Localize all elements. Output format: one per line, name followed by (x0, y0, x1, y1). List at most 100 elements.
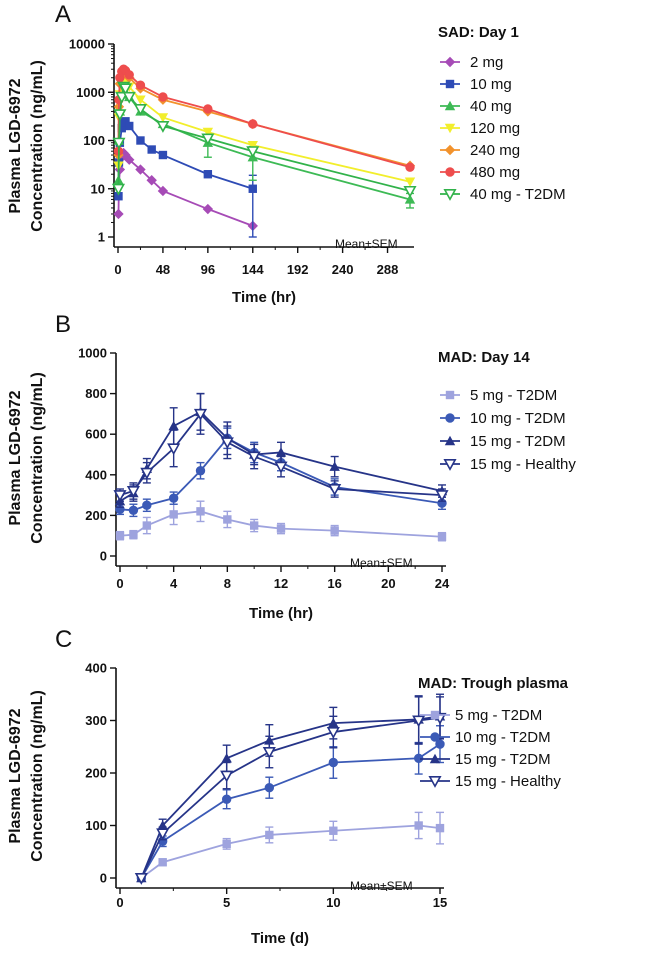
data-point (195, 466, 206, 476)
x-tick-label: 0 (116, 895, 123, 910)
y-tick-label: 800 (85, 386, 107, 401)
panel-letter: B (55, 311, 71, 338)
data-point (220, 437, 234, 450)
legend-entry: 240 mg (470, 142, 520, 159)
data-point (329, 826, 338, 835)
series-5-mg-t2dm (137, 811, 445, 883)
legend-entry: 40 mg - T2DM (470, 186, 566, 203)
data-point (128, 505, 139, 516)
data-point (274, 461, 288, 474)
series-line (140, 716, 441, 879)
series-120-mg (113, 75, 416, 187)
data-point (133, 103, 148, 116)
y-tick-label: 1000 (78, 346, 107, 361)
legend-entry: 5 mg - T2DM (455, 707, 542, 724)
x-tick-label: 96 (201, 262, 215, 277)
series-40-mg-t2dm (111, 81, 417, 198)
data-point (168, 493, 179, 503)
data-point (404, 177, 416, 187)
data-point (275, 447, 287, 457)
series-line (140, 824, 441, 879)
y-axis-label: Plasma LGD-6972 (7, 78, 24, 213)
data-point (264, 783, 275, 793)
series-480-mg (113, 64, 415, 172)
legend-entry: 2 mg (470, 54, 503, 71)
x-tick-label: 5 (223, 895, 230, 910)
legend-entry: 15 mg - T2DM (455, 751, 551, 768)
x-tick-label: 4 (170, 576, 178, 591)
data-point (158, 150, 168, 160)
series-5-mg-t2dm (115, 500, 447, 542)
x-tick-label: 48 (156, 262, 170, 277)
x-tick-label: 20 (381, 576, 395, 591)
data-point (437, 532, 447, 541)
y-tick-label: 400 (85, 661, 107, 676)
y-tick-label: 100 (83, 133, 105, 148)
legend-marker (430, 732, 440, 742)
legend-marker (445, 167, 455, 177)
annotation-mean-sem: Mean±SEM (350, 879, 413, 893)
data-point (169, 510, 178, 519)
data-point (158, 92, 168, 102)
legend-marker (444, 100, 456, 111)
data-point (135, 80, 146, 90)
data-point (125, 121, 134, 131)
x-tick-label: 240 (332, 262, 354, 277)
series-15-mg-t2dm (114, 392, 448, 508)
data-point (221, 794, 232, 804)
x-tick-label: 16 (327, 576, 341, 591)
legend-marker (445, 390, 455, 400)
data-point (156, 120, 170, 133)
data-point (414, 821, 423, 830)
data-point (157, 185, 169, 197)
y-axis-label: Concentration (ng/mL) (29, 372, 46, 544)
series-15-mg-healthy (113, 392, 449, 502)
data-point (111, 183, 126, 196)
y-tick-label: 200 (85, 508, 107, 523)
legend-entry: 15 mg - Healthy (455, 773, 561, 790)
data-point (140, 467, 154, 480)
x-tick-label: 24 (435, 576, 450, 591)
data-point (246, 146, 260, 159)
legend-entry: 120 mg (470, 120, 520, 137)
data-point (167, 443, 181, 456)
legend-entry: 10 mg - T2DM (470, 410, 566, 427)
series-line (119, 412, 443, 496)
x-tick-label: 8 (224, 576, 231, 591)
panel-letter: A (55, 1, 71, 28)
data-point (124, 70, 134, 80)
data-point (203, 170, 213, 179)
legend-marker (444, 56, 456, 68)
data-point (122, 91, 136, 104)
series-line (117, 88, 411, 201)
legend: MAD: Trough plasma 5 mg - T2DM 10 mg - T2D… (418, 675, 569, 790)
x-axis-label: Time (hr) (249, 605, 313, 622)
data-point (202, 203, 214, 215)
data-point (135, 164, 146, 175)
y-tick-label: 200 (85, 766, 107, 781)
legend-marker (444, 435, 456, 446)
data-point (114, 192, 123, 201)
legend-marker (428, 775, 442, 788)
data-point (156, 828, 170, 841)
annotation-mean-sem: Mean±SEM (350, 556, 413, 570)
data-point (168, 420, 179, 431)
y-axis-label: Concentration (ng/mL) (29, 690, 46, 862)
data-point (112, 137, 126, 150)
y-tick-label: 100 (85, 818, 107, 833)
data-point (126, 486, 140, 498)
legend-title: MAD: Day 14 (438, 349, 530, 366)
data-point (405, 162, 415, 172)
series-line (119, 437, 443, 512)
y-tick-label: 1000 (76, 85, 105, 100)
data-point (220, 770, 234, 783)
data-point (124, 154, 135, 165)
legend-title: SAD: Day 1 (438, 24, 519, 41)
data-point (328, 757, 339, 768)
data-point (196, 507, 205, 516)
series-15-mg-healthy (134, 696, 447, 885)
y-axis-label: Plasma LGD-6972 (7, 390, 24, 525)
data-point (203, 104, 213, 114)
y-axis-label: Plasma LGD-6972 (7, 708, 24, 843)
